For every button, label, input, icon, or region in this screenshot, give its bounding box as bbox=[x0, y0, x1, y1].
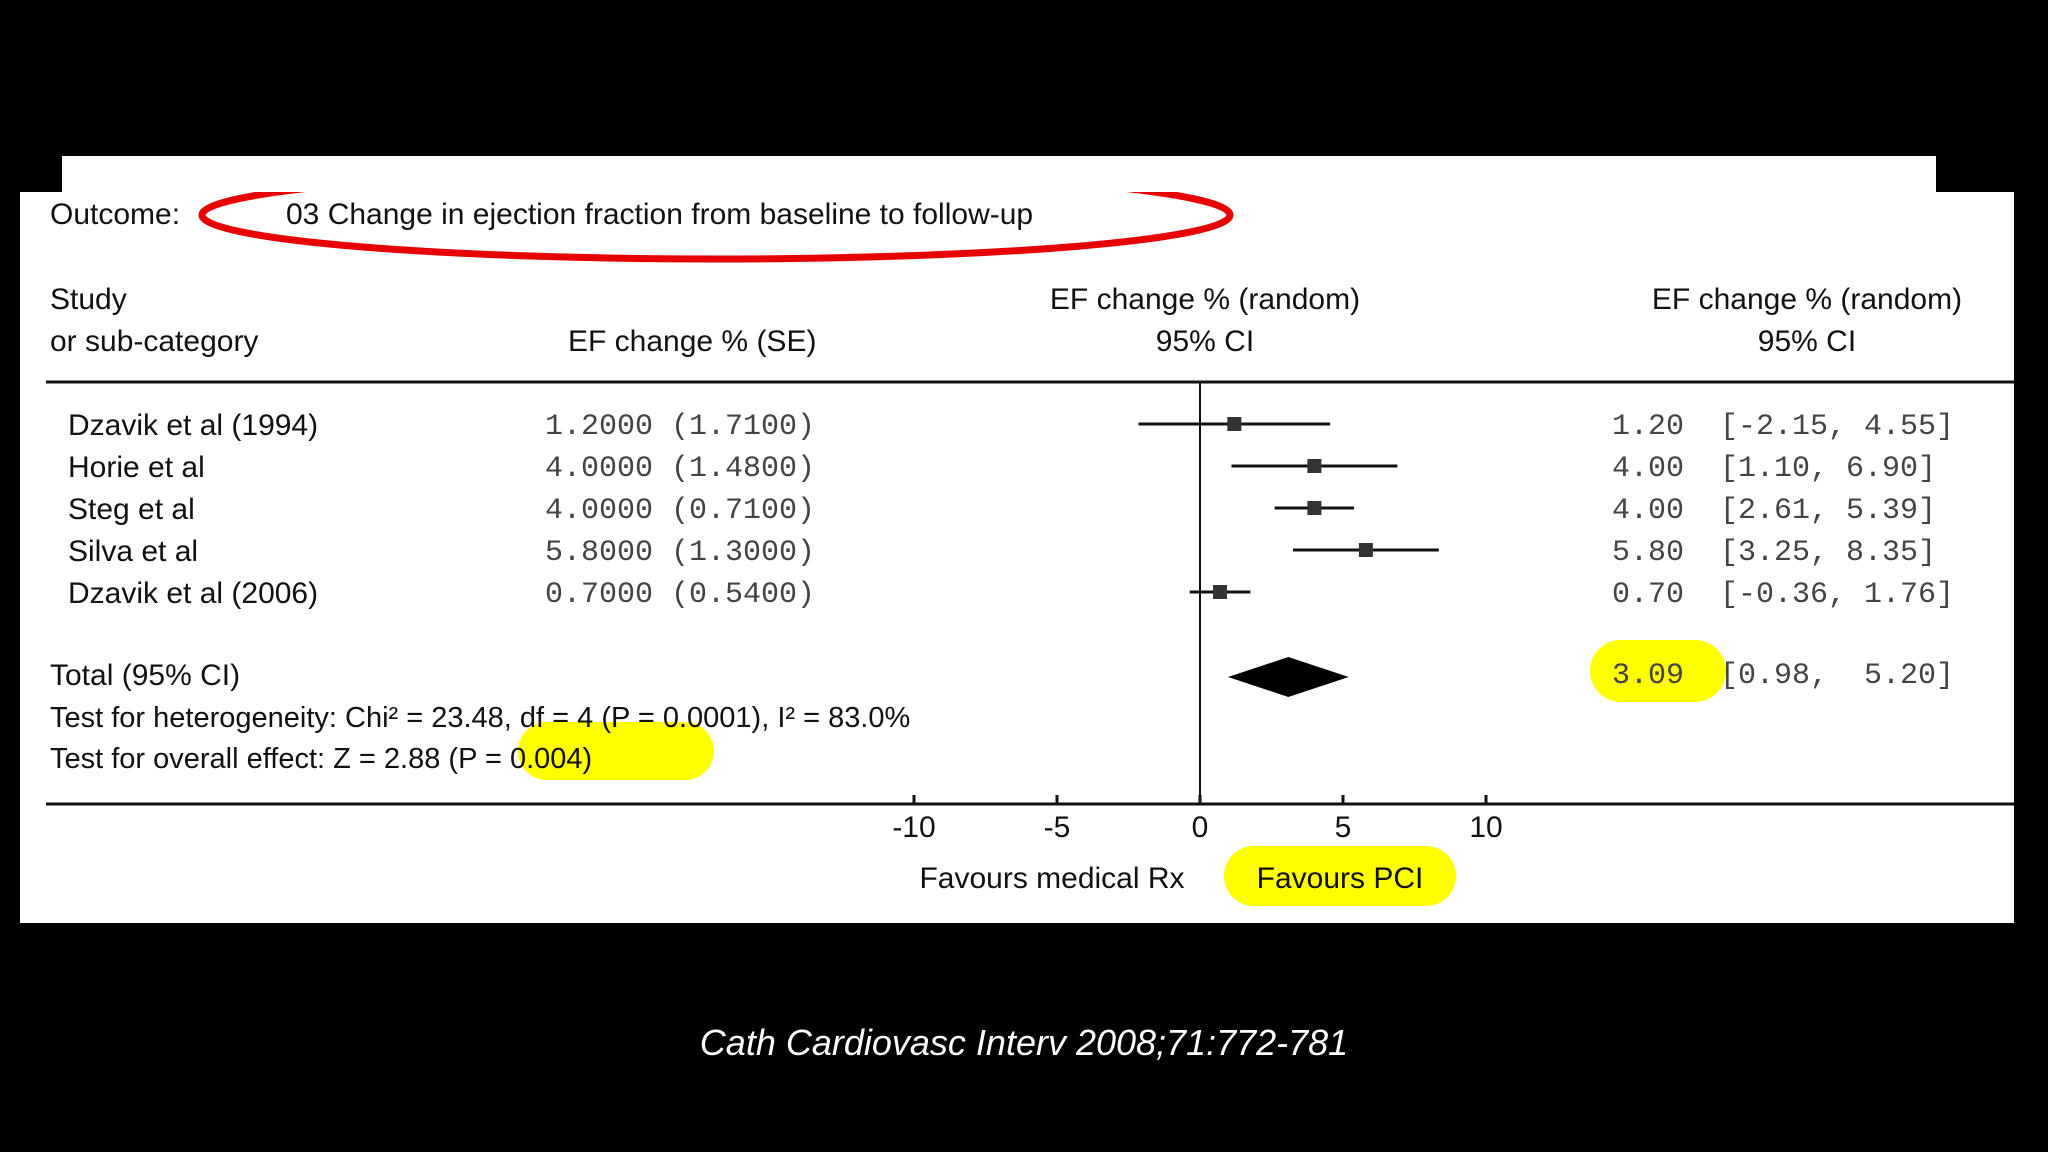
study-point-estimate bbox=[1213, 585, 1228, 599]
citation: Cath Cardiovasc Interv 2008;71:772-781 bbox=[699, 1022, 1349, 1063]
overall-effect-prefix: Test for overall effect: Z = 2.88 bbox=[50, 743, 448, 775]
study-effect-se: 4.0000 (0.7100) bbox=[545, 494, 815, 528]
forest-plot-figure: Outcome: 03 Change in ejection fraction … bbox=[20, 192, 2014, 923]
study-estimate: 1.20 bbox=[1612, 410, 1684, 444]
total-diamond bbox=[1228, 657, 1349, 697]
outcome-circle-annotation bbox=[198, 192, 1234, 263]
study-rows: Dzavik et al (1994) 1.2000 (1.7100) 1.20 [-… bbox=[68, 409, 1954, 612]
study-estimate: 4.00 bbox=[1612, 452, 1684, 486]
study-name: Dzavik et al (2006) bbox=[68, 577, 318, 610]
x-tick-label: -10 bbox=[892, 811, 935, 844]
study-name: Steg et al bbox=[68, 493, 195, 526]
favours-pci-highlight bbox=[1224, 846, 1456, 906]
study-name: Horie et al bbox=[68, 451, 205, 484]
favours-right-label: Favours PCI bbox=[1257, 862, 1424, 895]
overall-effect-p: (P = 0.004) bbox=[448, 743, 592, 775]
total-ci: [0.98, 5.20] bbox=[1720, 659, 1954, 693]
study-effect-se: 5.8000 (1.3000) bbox=[545, 536, 815, 570]
study-ci: [-2.15, 4.55] bbox=[1720, 410, 1954, 444]
total-label: Total (95% CI) bbox=[50, 659, 240, 692]
header-ci-line1: EF change % (random) bbox=[1652, 283, 1962, 316]
header-plot-line1: EF change % (random) bbox=[1050, 283, 1360, 316]
study-name: Dzavik et al (1994) bbox=[68, 409, 318, 442]
study-estimate: 5.80 bbox=[1612, 536, 1684, 570]
x-tick-label: 0 bbox=[1192, 811, 1209, 844]
header-subcategory: or sub-category bbox=[50, 325, 258, 358]
total-estimate: 3.09 bbox=[1612, 659, 1684, 693]
study-point-estimate bbox=[1307, 501, 1322, 515]
heterogeneity-test: Test for heterogeneity: Chi² = 23.48, df… bbox=[50, 702, 910, 734]
header-study: Study bbox=[50, 283, 127, 316]
study-name: Silva et al bbox=[68, 535, 198, 568]
study-effect-se: 0.7000 (0.5400) bbox=[545, 578, 815, 612]
plot-area: -10 -5 0 5 10 bbox=[892, 382, 1503, 844]
outcome-label: Outcome: bbox=[50, 198, 180, 231]
study-estimate: 4.00 bbox=[1612, 494, 1684, 528]
study-point-estimate bbox=[1227, 417, 1242, 431]
study-point-estimate bbox=[1307, 459, 1322, 473]
forest-plot: Outcome: 03 Change in ejection fraction … bbox=[46, 192, 2014, 906]
favours-left-label: Favours medical Rx bbox=[919, 862, 1184, 895]
study-ci: [3.25, 8.35] bbox=[1720, 536, 1936, 570]
study-ci: [-0.36, 1.76] bbox=[1720, 578, 1954, 612]
header-effect-se: EF change % (SE) bbox=[568, 325, 816, 358]
overall-effect-test: Test for overall effect: Z = 2.88 (P = 0… bbox=[50, 743, 592, 775]
study-ci: [1.10, 6.90] bbox=[1720, 452, 1936, 486]
x-tick-label: 10 bbox=[1469, 811, 1502, 844]
study-effect-se: 4.0000 (1.4800) bbox=[545, 452, 815, 486]
x-tick-label: 5 bbox=[1335, 811, 1352, 844]
study-ci: [2.61, 5.39] bbox=[1720, 494, 1936, 528]
total-estimate-highlight bbox=[1590, 640, 1726, 702]
study-estimate: 0.70 bbox=[1612, 578, 1684, 612]
figure-panel-top bbox=[62, 156, 1936, 196]
header-ci-line2: 95% CI bbox=[1758, 325, 1856, 358]
outcome-text: 03 Change in ejection fraction from base… bbox=[286, 198, 1033, 231]
x-tick-label: -5 bbox=[1044, 811, 1071, 844]
header-plot-line2: 95% CI bbox=[1156, 325, 1254, 358]
p-value-highlight bbox=[518, 722, 714, 780]
study-effect-se: 1.2000 (1.7100) bbox=[545, 410, 815, 444]
study-point-estimate bbox=[1358, 543, 1373, 557]
